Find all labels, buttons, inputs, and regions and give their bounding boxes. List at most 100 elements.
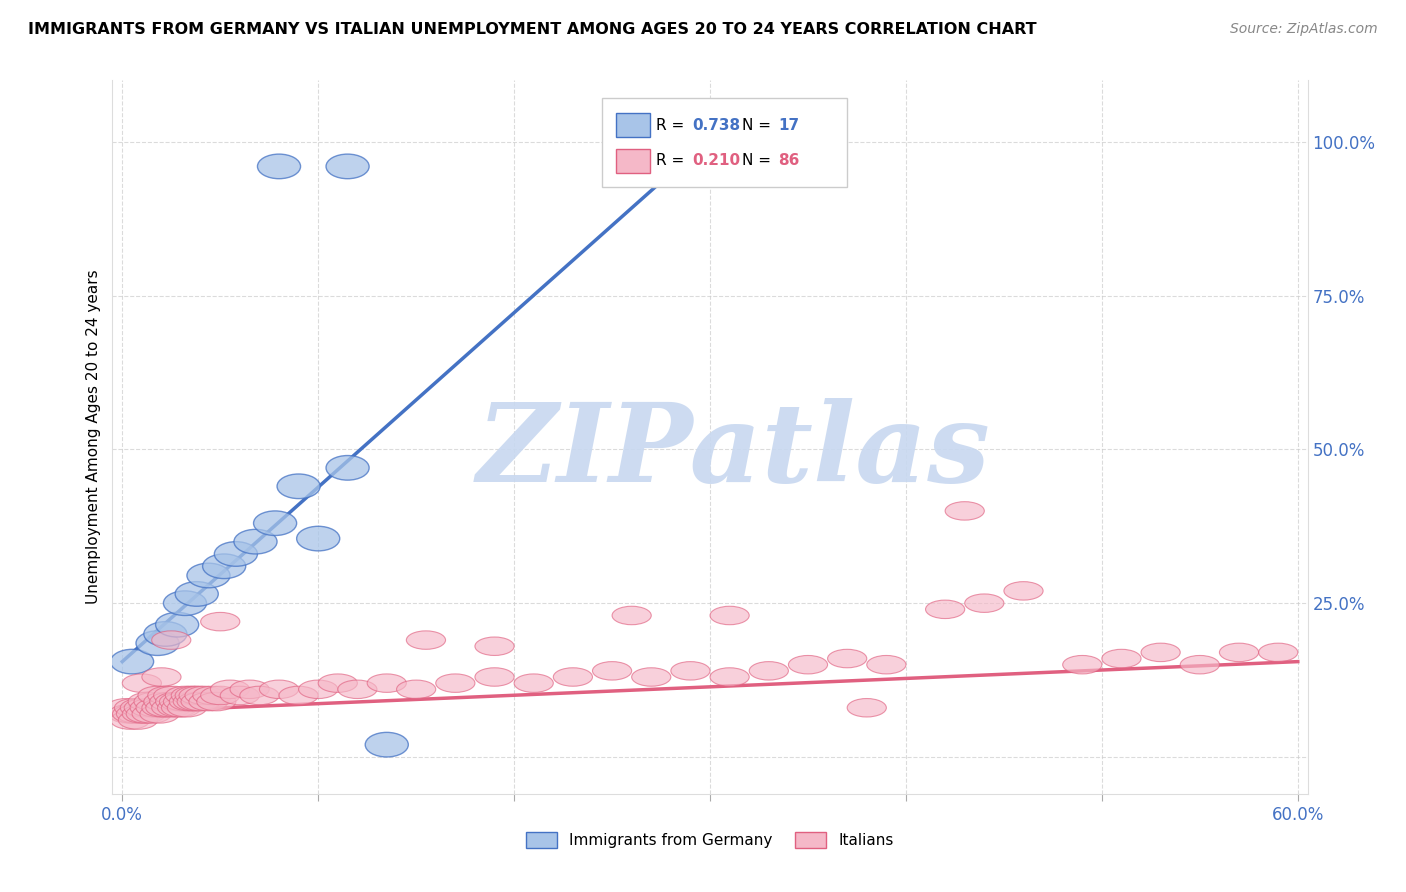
Ellipse shape (112, 705, 152, 723)
Ellipse shape (326, 456, 370, 480)
FancyBboxPatch shape (616, 113, 651, 137)
Ellipse shape (866, 656, 905, 674)
Ellipse shape (134, 692, 173, 711)
Y-axis label: Unemployment Among Ages 20 to 24 years: Unemployment Among Ages 20 to 24 years (86, 269, 101, 605)
Ellipse shape (298, 680, 337, 698)
Ellipse shape (406, 631, 446, 649)
Ellipse shape (848, 698, 886, 717)
Ellipse shape (202, 554, 246, 579)
Ellipse shape (146, 698, 186, 717)
Ellipse shape (153, 686, 193, 705)
Ellipse shape (122, 705, 162, 723)
Ellipse shape (257, 154, 301, 178)
Ellipse shape (159, 692, 198, 711)
FancyBboxPatch shape (603, 98, 848, 187)
Ellipse shape (671, 662, 710, 680)
Ellipse shape (1102, 649, 1142, 668)
Ellipse shape (143, 692, 183, 711)
Ellipse shape (211, 680, 250, 698)
Ellipse shape (169, 692, 208, 711)
Ellipse shape (148, 686, 187, 705)
Ellipse shape (214, 541, 257, 566)
Text: 0.738: 0.738 (692, 118, 740, 133)
Ellipse shape (201, 613, 240, 631)
Text: R =: R = (657, 153, 689, 169)
Text: 86: 86 (778, 153, 800, 169)
Ellipse shape (128, 692, 167, 711)
Ellipse shape (337, 680, 377, 698)
Ellipse shape (221, 686, 260, 705)
Ellipse shape (166, 686, 204, 705)
Ellipse shape (710, 668, 749, 686)
Ellipse shape (111, 711, 149, 730)
Ellipse shape (366, 732, 408, 757)
Ellipse shape (173, 692, 212, 711)
Ellipse shape (475, 637, 515, 656)
Ellipse shape (592, 662, 631, 680)
Ellipse shape (124, 698, 163, 717)
Ellipse shape (136, 698, 176, 717)
Ellipse shape (152, 698, 191, 717)
Ellipse shape (965, 594, 1004, 613)
Text: ZIPatlas: ZIPatlas (477, 398, 991, 505)
Ellipse shape (297, 526, 340, 551)
Ellipse shape (176, 686, 214, 705)
Ellipse shape (554, 668, 592, 686)
Ellipse shape (156, 613, 198, 637)
Ellipse shape (163, 692, 202, 711)
Ellipse shape (179, 686, 218, 705)
Text: N =: N = (742, 118, 776, 133)
Ellipse shape (163, 591, 207, 615)
Ellipse shape (142, 668, 181, 686)
Text: N =: N = (742, 153, 776, 169)
Ellipse shape (233, 529, 277, 554)
Ellipse shape (127, 705, 166, 723)
FancyBboxPatch shape (616, 149, 651, 173)
Ellipse shape (188, 692, 228, 711)
Legend: Immigrants from Germany, Italians: Immigrants from Germany, Italians (520, 826, 900, 854)
Ellipse shape (631, 668, 671, 686)
Ellipse shape (187, 563, 231, 588)
Ellipse shape (749, 662, 789, 680)
Ellipse shape (181, 692, 221, 711)
Ellipse shape (231, 680, 269, 698)
Ellipse shape (326, 154, 370, 178)
Ellipse shape (132, 705, 172, 723)
Text: 17: 17 (778, 118, 799, 133)
Ellipse shape (176, 582, 218, 607)
Ellipse shape (1180, 656, 1219, 674)
Ellipse shape (152, 631, 191, 649)
Ellipse shape (945, 501, 984, 520)
Ellipse shape (240, 686, 278, 705)
Ellipse shape (436, 674, 475, 692)
Ellipse shape (925, 600, 965, 618)
Text: R =: R = (657, 118, 689, 133)
Ellipse shape (121, 698, 159, 717)
Ellipse shape (1142, 643, 1180, 662)
Ellipse shape (475, 668, 515, 686)
Ellipse shape (136, 631, 179, 656)
Ellipse shape (149, 692, 188, 711)
Ellipse shape (162, 698, 201, 717)
Ellipse shape (197, 692, 236, 711)
Ellipse shape (1063, 656, 1102, 674)
Ellipse shape (201, 686, 240, 705)
Ellipse shape (117, 705, 156, 723)
Ellipse shape (167, 698, 207, 717)
Ellipse shape (142, 698, 181, 717)
Ellipse shape (111, 649, 153, 674)
Ellipse shape (177, 692, 217, 711)
Ellipse shape (172, 686, 211, 705)
Ellipse shape (515, 674, 554, 692)
Ellipse shape (143, 622, 187, 646)
Ellipse shape (1004, 582, 1043, 600)
Ellipse shape (260, 680, 298, 698)
Ellipse shape (318, 674, 357, 692)
Ellipse shape (114, 698, 153, 717)
Ellipse shape (789, 656, 828, 674)
Ellipse shape (118, 711, 157, 730)
Text: 0.210: 0.210 (692, 153, 740, 169)
Text: IMMIGRANTS FROM GERMANY VS ITALIAN UNEMPLOYMENT AMONG AGES 20 TO 24 YEARS CORREL: IMMIGRANTS FROM GERMANY VS ITALIAN UNEMP… (28, 22, 1036, 37)
Ellipse shape (367, 674, 406, 692)
Ellipse shape (107, 698, 146, 717)
